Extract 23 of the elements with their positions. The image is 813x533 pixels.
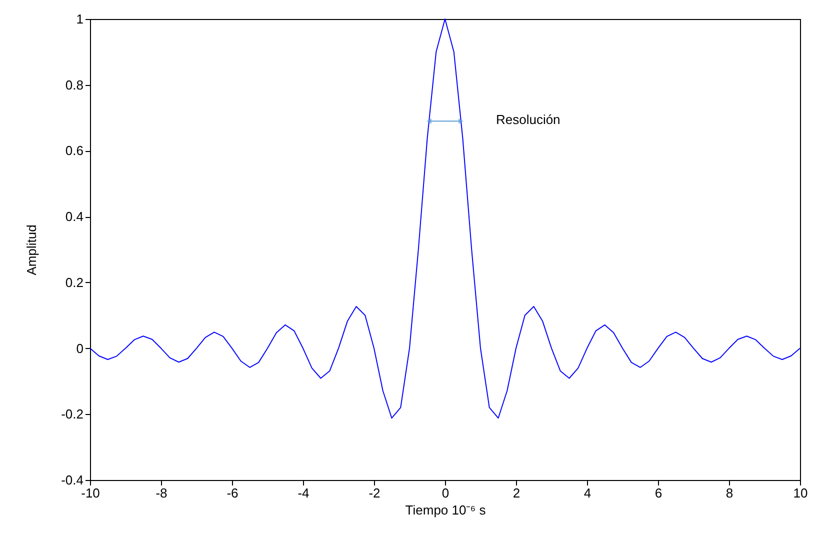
y-tick-label: 0.8 (65, 77, 84, 92)
x-tick-label: 8 (726, 486, 734, 500)
annotation: Resolución (496, 112, 560, 128)
x-tick-label: -6 (226, 486, 238, 500)
x-tick-label: -4 (298, 486, 310, 500)
x-tick-label: 0 (442, 486, 450, 500)
y-axis-title: Amplitud (24, 224, 40, 276)
y-tick-label: 0.6 (65, 143, 84, 158)
x-tick-label: -10 (81, 486, 100, 500)
y-tick-label: -0.2 (61, 406, 84, 422)
x-tick-label: 6 (654, 486, 662, 500)
y-tick-label: -0.4 (61, 472, 84, 488)
y-tick-label: 0 (76, 340, 84, 356)
x-tick-label: -2 (368, 486, 380, 500)
x-tick-label: 4 (584, 486, 592, 500)
x-tick-label: 2 (512, 486, 520, 500)
y-tick-label: 0.4 (65, 209, 84, 224)
y-tick-label: 1 (76, 12, 84, 26)
x-tick-label: 10 (793, 486, 808, 500)
y-tick-label: 0.2 (65, 274, 84, 290)
line-series (90, 18, 800, 419)
x-axis-title: Tiempo 10⁻⁶ s (405, 502, 486, 518)
x-tick-label: -8 (156, 486, 168, 500)
